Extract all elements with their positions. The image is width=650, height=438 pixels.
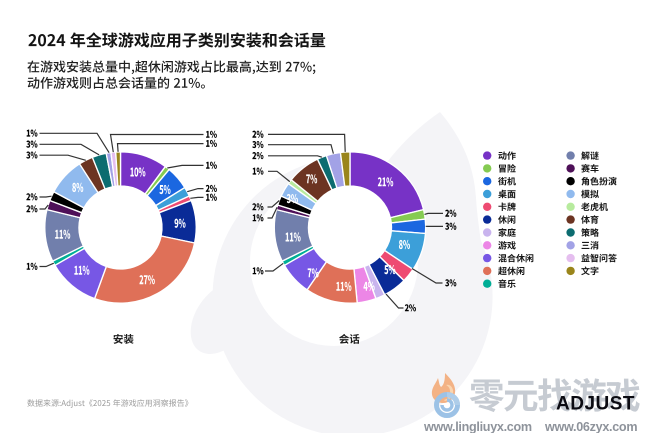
svg-text:ADJUST: ADJUST (556, 394, 635, 415)
svg-text:www.lingliuyx.com: www.lingliuyx.com (423, 420, 532, 433)
svg-text:www.06zyx.com: www.06zyx.com (544, 420, 637, 433)
